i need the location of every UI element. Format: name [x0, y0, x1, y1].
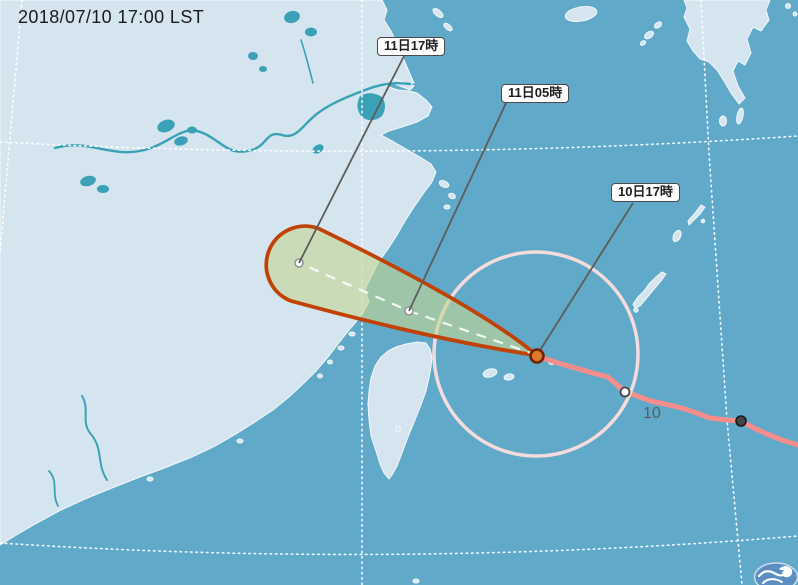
current-position-marker	[529, 348, 545, 364]
forecast-cone	[264, 224, 539, 358]
island	[785, 3, 791, 9]
island	[700, 218, 706, 224]
leader-line-12h	[408, 102, 507, 312]
island	[639, 40, 647, 46]
island	[236, 438, 244, 444]
island	[448, 192, 456, 200]
forecast-label-24h: 11日17時	[377, 37, 446, 56]
leader-line-24h	[298, 55, 405, 264]
past-position-marker-dark	[735, 415, 747, 427]
wind-radius-circle	[432, 250, 640, 458]
typhoon-past-track	[534, 353, 798, 448]
lakes	[80, 10, 385, 193]
cwb-logo	[753, 562, 798, 585]
river	[48, 470, 59, 507]
current-position-label: 10日17時	[611, 183, 680, 202]
map-timestamp: 2018/07/10 17:00 LST	[18, 7, 205, 27]
island	[412, 578, 420, 584]
zhoushan-islands	[438, 180, 450, 188]
logo-wave	[762, 578, 783, 584]
amami-island	[687, 204, 706, 226]
tidal-flat	[443, 22, 453, 32]
meridian-line	[700, 0, 743, 585]
yaeyama-islands	[482, 368, 498, 378]
leader-line-current	[536, 202, 634, 356]
island	[443, 204, 451, 210]
yangtze-river	[53, 82, 412, 154]
track-day-label: 10	[643, 405, 661, 422]
meridian-line	[0, 0, 23, 253]
min-river	[81, 395, 108, 481]
penghu-islands	[395, 425, 401, 433]
kyushu-island	[683, 0, 771, 105]
rivers	[48, 39, 412, 507]
island	[792, 11, 798, 17]
island	[327, 359, 333, 365]
logo-swirl	[779, 566, 793, 578]
island	[736, 107, 744, 125]
forecast-label-12h: 11日05時	[501, 84, 570, 103]
island	[653, 21, 663, 29]
island	[348, 331, 356, 337]
tidal-flat	[432, 8, 444, 18]
island	[719, 115, 727, 127]
taiwan-island	[367, 341, 433, 480]
jeju-island	[564, 6, 598, 22]
latitude-line	[0, 535, 798, 556]
canal	[300, 39, 314, 84]
taihu-lake	[357, 93, 385, 121]
label-leader-lines	[298, 55, 634, 356]
latitude-line	[0, 135, 798, 152]
okinawa-island	[632, 271, 667, 309]
island	[672, 229, 682, 243]
island	[633, 307, 639, 313]
goto-islands	[644, 30, 654, 40]
island	[503, 373, 515, 381]
past-position-marker	[619, 386, 631, 398]
island	[146, 476, 154, 482]
island	[317, 373, 323, 379]
island	[337, 345, 345, 351]
